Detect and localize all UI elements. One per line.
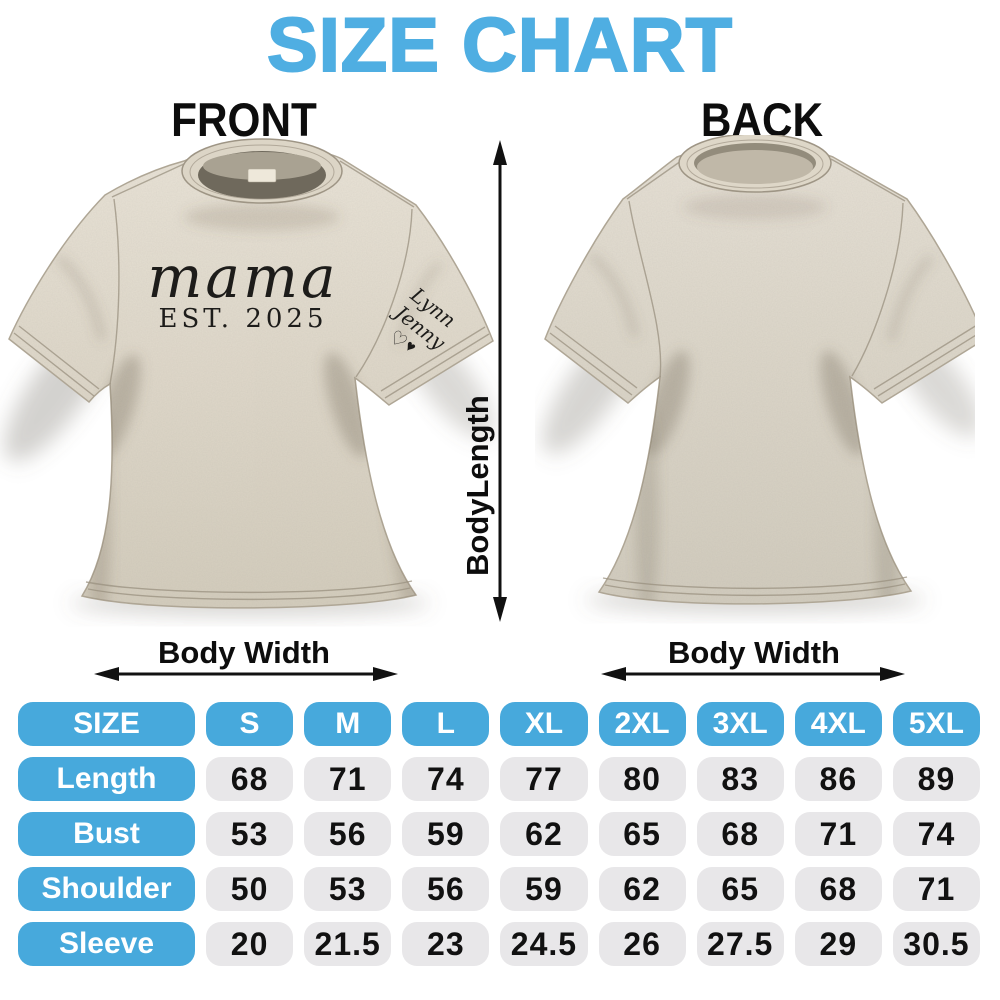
value-cell-bust: 65 [598, 812, 686, 856]
back-shirt-image [542, 135, 975, 613]
back-collar [678, 135, 832, 193]
value-cell-bust: 68 [696, 812, 784, 856]
arrowhead-right [880, 667, 905, 681]
value-cell-length: 74 [402, 757, 490, 801]
value-cell-bust: 62 [500, 812, 588, 856]
size-column-header-m: M [304, 702, 392, 746]
body-length-arrow [493, 140, 507, 622]
size-column-header-2xl: 2XL [598, 702, 686, 746]
size-column-header-3xl: 3XL [696, 702, 784, 746]
size-column-header-xl: XL [500, 702, 588, 746]
arrowhead-right [373, 667, 398, 681]
value-cell-shoulder: 68 [794, 867, 882, 911]
value-cell-bust: 71 [794, 812, 882, 856]
value-cell-bust: 53 [206, 812, 294, 856]
body-width-front-label: Body Width [158, 635, 330, 670]
body-width-back-label: Body Width [668, 635, 840, 670]
value-cell-sleeve: 29 [794, 922, 882, 966]
value-cell-sleeve: 20 [206, 922, 294, 966]
value-cell-shoulder: 53 [304, 867, 392, 911]
value-cell-sleeve: 24.5 [500, 922, 588, 966]
value-cell-length: 80 [598, 757, 686, 801]
front-shirt-seams [13, 160, 490, 601]
back-shirt-seams [549, 158, 975, 597]
value-cell-sleeve: 21.5 [304, 922, 392, 966]
value-cell-length: 83 [696, 757, 784, 801]
value-cell-sleeve: 23 [402, 922, 490, 966]
body-length-label: BodyLength [460, 395, 495, 576]
value-cell-sleeve: 30.5 [892, 922, 980, 966]
front-shirt-image: mama EST. 2025 Lynn Jenny ♡ ♥ [4, 138, 494, 616]
arrowhead-up [493, 140, 507, 165]
row-label-bust: Bust [18, 812, 195, 856]
size-table-corner-header: SIZE [18, 702, 195, 746]
arrowhead-left [601, 667, 626, 681]
size-column-header-l: L [402, 702, 490, 746]
value-cell-shoulder: 65 [696, 867, 784, 911]
value-cell-shoulder: 56 [402, 867, 490, 911]
front-view-label: FRONT [171, 93, 317, 146]
arrowhead-left [94, 667, 119, 681]
value-cell-bust: 56 [304, 812, 392, 856]
value-cell-length: 86 [794, 757, 882, 801]
row-label-length: Length [18, 757, 195, 801]
value-cell-shoulder: 71 [892, 867, 980, 911]
size-column-header-s: S [206, 702, 294, 746]
value-cell-length: 89 [892, 757, 980, 801]
row-label-sleeve: Sleeve [18, 922, 195, 966]
size-column-header-5xl: 5XL [892, 702, 980, 746]
value-cell-sleeve: 26 [598, 922, 686, 966]
value-cell-bust: 74 [892, 812, 980, 856]
front-collar [181, 138, 343, 204]
est-graphic: EST. 2025 [158, 304, 327, 334]
value-cell-length: 71 [304, 757, 392, 801]
value-cell-shoulder: 62 [598, 867, 686, 911]
collar-tag [247, 168, 277, 183]
value-cell-sleeve: 27.5 [696, 922, 784, 966]
row-label-shoulder: Shoulder [18, 867, 195, 911]
value-cell-shoulder: 50 [206, 867, 294, 911]
body-width-back-arrow [601, 667, 905, 681]
arrowhead-down [493, 597, 507, 622]
value-cell-shoulder: 59 [500, 867, 588, 911]
size-column-header-4xl: 4XL [794, 702, 882, 746]
size-table: SIZE S M L XL 2XL 3XL 4XL 5XL Length 68 71 74 77 80 83 8… [18, 702, 980, 966]
value-cell-length: 77 [500, 757, 588, 801]
value-cell-length: 68 [206, 757, 294, 801]
page-title: SIZE CHART [266, 2, 733, 89]
value-cell-bust: 59 [402, 812, 490, 856]
body-width-front-arrow [94, 667, 398, 681]
mama-graphic: mama [147, 243, 338, 311]
